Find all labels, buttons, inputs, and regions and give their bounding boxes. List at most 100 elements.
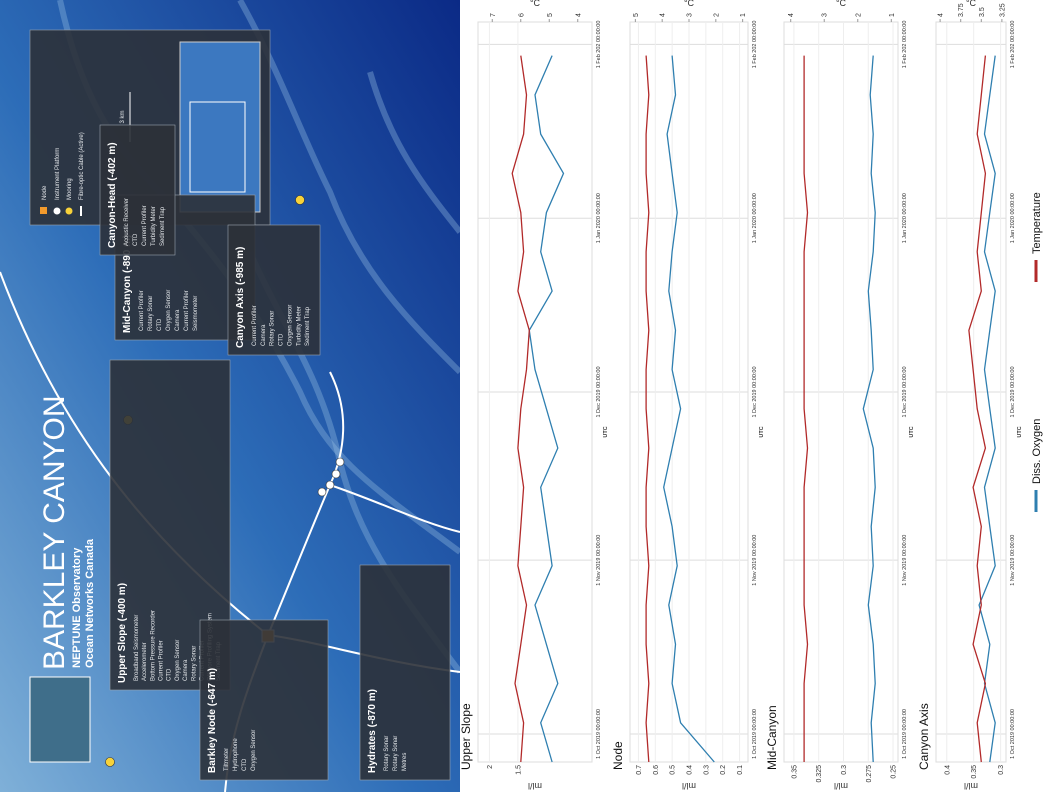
overview-map bbox=[180, 42, 260, 212]
callout-title: Canyon Axis (-985 m) bbox=[235, 247, 246, 348]
callout-item: Acoustic Receiver bbox=[124, 198, 130, 246]
callout-title: Upper Slope (-400 m) bbox=[117, 583, 128, 683]
key-symbol bbox=[40, 207, 47, 214]
y-tick-label: 0.275 bbox=[866, 765, 873, 783]
callout-item: Rotary Sonar bbox=[191, 646, 197, 681]
x-tick-label: 1 Feb 202 00:00:00 bbox=[596, 21, 602, 69]
callout-item: Sediment Trap bbox=[160, 206, 166, 246]
callout-item: Sediment Trap bbox=[305, 306, 311, 346]
map-subtitle: Ocean Networks Canada bbox=[84, 538, 96, 668]
x-tick-label: 1 Nov 2019 00:00:00 bbox=[596, 535, 602, 586]
y-tick-label: 0.7 bbox=[636, 765, 643, 775]
x-axis-label: UTC bbox=[909, 426, 915, 437]
callout-item: CTD bbox=[133, 233, 139, 246]
callout-item: Current Profiler bbox=[159, 640, 165, 681]
y2-tick-label: 5 bbox=[547, 13, 554, 17]
legend-label: Temperature bbox=[1031, 192, 1043, 254]
x-tick-label: 1 Oct 2019 00:00:00 bbox=[596, 709, 602, 759]
callout-item: Rotary Sonar bbox=[393, 736, 399, 771]
y2-tick-label: 4 bbox=[575, 13, 582, 17]
y2-axis-label: °C bbox=[684, 0, 695, 8]
callout-item: Seismometer bbox=[193, 296, 199, 331]
map-subtitle: NEPTUNE Observatory bbox=[71, 547, 83, 668]
x-tick-label: 1 Feb 202 00:00:00 bbox=[902, 21, 908, 69]
poster-body: BARKLEY CANYON NEPTUNE Observatory Ocean… bbox=[0, 0, 1045, 792]
x-tick-label: 1 Dec 2019 00:00:00 bbox=[752, 366, 758, 417]
x-axis-label: UTC bbox=[1017, 426, 1023, 437]
chart-title: Node bbox=[611, 741, 625, 770]
x-tick-label: 1 Jan 2020 00:00:00 bbox=[596, 193, 602, 243]
y-tick-label: 0.2 bbox=[720, 765, 727, 775]
y-tick-label: 0.325 bbox=[816, 765, 823, 783]
callout-item: Current Profiler bbox=[142, 205, 148, 246]
callout-item: Current Profiler bbox=[252, 305, 258, 346]
y2-tick-label: 2 bbox=[713, 13, 720, 17]
y-tick-label: 0.4 bbox=[687, 765, 694, 775]
y-tick-label: 1.5 bbox=[515, 765, 522, 775]
x-tick-label: 1 Nov 2019 00:00:00 bbox=[1010, 535, 1016, 586]
y-tick-label: 0.25 bbox=[891, 765, 898, 779]
callout-item: Camera bbox=[261, 324, 267, 346]
x-tick-label: 1 Jan 2020 00:00:00 bbox=[902, 193, 908, 243]
y2-axis-label: °C bbox=[966, 0, 977, 8]
callout-item: Oxygen Sensor bbox=[287, 305, 293, 346]
callout-title: Hydrates (-870 m) bbox=[367, 689, 378, 773]
y2-tick-label: 2 bbox=[855, 13, 862, 17]
y-axis-label: ml/l bbox=[682, 781, 696, 791]
y2-axis-label: °C bbox=[836, 0, 847, 8]
callout-item: Broadband Seismometer bbox=[134, 615, 140, 681]
callout-item: CTD bbox=[242, 758, 248, 771]
callout-item: CTD bbox=[167, 668, 173, 681]
callout-item: Oxygen Sensor bbox=[166, 290, 172, 331]
x-tick-label: 1 Feb 202 00:00:00 bbox=[1010, 21, 1016, 69]
x-tick-label: 1 Jan 2020 00:00:00 bbox=[752, 193, 758, 243]
map-title: BARKLEY CANYON bbox=[38, 395, 71, 670]
callout-item: Bottom Pressure Recorder bbox=[150, 610, 156, 681]
x-tick-label: 1 Dec 2019 00:00:00 bbox=[1010, 366, 1016, 417]
y2-tick-label: 3 bbox=[687, 13, 694, 17]
callout-item: Oxygen Sensor bbox=[175, 640, 181, 681]
y2-tick-label: 4 bbox=[660, 13, 667, 17]
y-tick-label: 0.4 bbox=[944, 765, 951, 775]
poster: BARKLEY CANYON NEPTUNE Observatory Ocean… bbox=[0, 0, 1045, 792]
y-tick-label: 0.35 bbox=[791, 765, 798, 779]
callout-item: Oxygen Sensor bbox=[251, 730, 257, 771]
y-tick-label: 0.35 bbox=[971, 765, 978, 779]
callout-item: Turbidity Meter bbox=[296, 306, 302, 346]
y-axis-label: ml/l bbox=[964, 781, 978, 791]
chart-title: Upper Slope bbox=[459, 703, 473, 770]
x-tick-label: 1 Dec 2019 00:00:00 bbox=[902, 366, 908, 417]
x-tick-label: 1 Dec 2019 00:00:00 bbox=[596, 366, 602, 417]
key-item: Mooring bbox=[67, 178, 73, 200]
key-symbol bbox=[66, 208, 73, 215]
x-tick-label: 1 Oct 2019 00:00:00 bbox=[902, 709, 908, 759]
x-axis-label: UTC bbox=[759, 426, 765, 437]
y2-tick-label: 3.75 bbox=[958, 3, 965, 17]
y2-axis-label: °C bbox=[530, 0, 541, 8]
key-item: Node bbox=[42, 185, 48, 200]
key-item: Fibre-optic Cable (Active) bbox=[79, 132, 85, 200]
y-tick-label: 0.3 bbox=[998, 765, 1005, 775]
chart-title: Canyon Axis bbox=[917, 703, 931, 770]
x-tick-label: 1 Jan 2020 00:00:00 bbox=[1010, 193, 1016, 243]
x-tick-label: 1 Oct 2019 00:00:00 bbox=[1010, 709, 1016, 759]
y-tick-label: 0.3 bbox=[841, 765, 848, 775]
key-item: Instrument Platform bbox=[55, 148, 61, 200]
y2-tick-label: 3.5 bbox=[979, 7, 986, 17]
callout-title: Barkley Node (-647 m) bbox=[207, 668, 218, 773]
x-tick-label: 1 Oct 2019 00:00:00 bbox=[752, 709, 758, 759]
callout-item: Rotary Sonar bbox=[270, 311, 276, 346]
callout-item: Camera bbox=[183, 659, 189, 681]
callout-item: Camera bbox=[175, 309, 181, 331]
charts: Upper Slope 1 Oct 2019 00:00:00 1 Nov 2019… bbox=[459, 0, 1045, 792]
legend-label: Diss. Oxygen bbox=[1031, 419, 1043, 484]
y2-tick-label: 1 bbox=[889, 13, 896, 17]
callout-item: Metres bbox=[402, 753, 408, 771]
y2-tick-label: 1 bbox=[740, 13, 747, 17]
y2-tick-label: 6 bbox=[518, 13, 525, 17]
y-tick-label: 2 bbox=[487, 765, 494, 769]
x-tick-label: 1 Nov 2019 00:00:00 bbox=[752, 535, 758, 586]
callout-item: Turbidity Meter bbox=[151, 206, 157, 246]
y2-tick-label: 7 bbox=[490, 13, 497, 17]
chart-title: Mid-Canyon bbox=[765, 705, 779, 770]
